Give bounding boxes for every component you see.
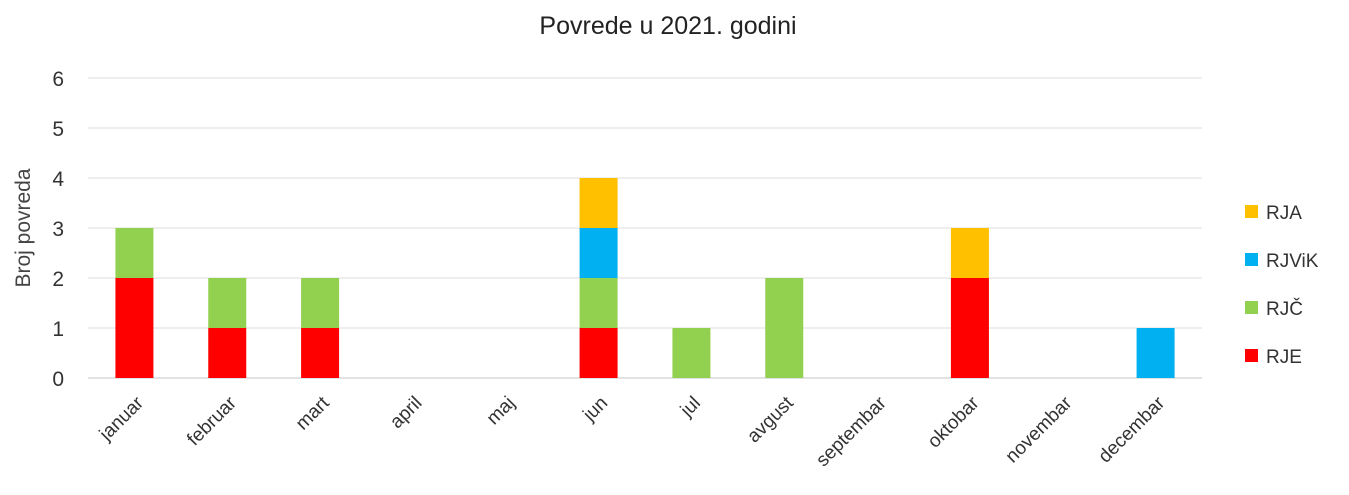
- y-tick-label: 2: [52, 268, 64, 291]
- bar-segment: [672, 328, 711, 378]
- bar-segment: [579, 328, 618, 378]
- x-tick-label: januar: [95, 392, 148, 445]
- y-tick-labels: 0 1 2 3 4 5 6: [52, 68, 64, 391]
- y-tick-label: 1: [52, 318, 64, 341]
- x-tick-labels: januar februar mart april maj jun jul avgust sep…: [95, 392, 1170, 471]
- legend-swatch: [1245, 349, 1258, 362]
- bar-segment: [208, 278, 247, 328]
- bar-segment: [579, 228, 618, 278]
- legend-swatch: [1245, 253, 1258, 266]
- x-tick-label: jul: [676, 393, 705, 422]
- y-tick-label: 5: [52, 118, 64, 141]
- chart-title: Povrede u 2021. godini: [539, 12, 796, 40]
- gridlines: [88, 77, 1202, 379]
- legend-label: RJViK: [1266, 251, 1319, 272]
- y-tick-label: 3: [52, 218, 64, 241]
- legend-label: RJČ: [1266, 298, 1303, 320]
- bar-segment: [208, 328, 247, 378]
- x-tick-label: septembar: [812, 392, 891, 471]
- y-tick-label: 4: [52, 168, 64, 191]
- x-tick-label: decembar: [1095, 392, 1170, 467]
- bar-segment: [301, 278, 340, 328]
- legend-label: RJE: [1266, 347, 1302, 368]
- legend-swatch: [1245, 301, 1258, 314]
- x-tick-label: april: [386, 393, 426, 433]
- bar-segment: [115, 228, 154, 278]
- x-tick-label: jun: [579, 393, 612, 426]
- bar-segment: [950, 278, 989, 378]
- x-tick-label: maj: [483, 393, 520, 430]
- x-tick-label: oktobar: [924, 392, 984, 452]
- bar-segment: [765, 278, 804, 378]
- y-axis-label: Broj povreda: [12, 168, 35, 287]
- y-tick-label: 6: [52, 68, 64, 91]
- x-tick-label: mart: [292, 392, 334, 434]
- x-tick-label: avgust: [743, 392, 798, 447]
- legend: RJA RJViK RJČ RJE: [1245, 203, 1319, 368]
- legend-label: RJA: [1266, 203, 1302, 224]
- x-tick-label: februar: [183, 392, 241, 450]
- bar-segment: [579, 278, 618, 328]
- bar-segment: [950, 228, 989, 278]
- bar-segment: [1136, 328, 1175, 378]
- legend-swatch: [1245, 205, 1258, 218]
- bar-segment: [301, 328, 340, 378]
- x-tick-label: novembar: [1002, 392, 1077, 467]
- bar-segment: [115, 278, 154, 378]
- bars: [115, 178, 1175, 378]
- y-tick-label: 0: [52, 368, 64, 391]
- bar-segment: [579, 178, 618, 228]
